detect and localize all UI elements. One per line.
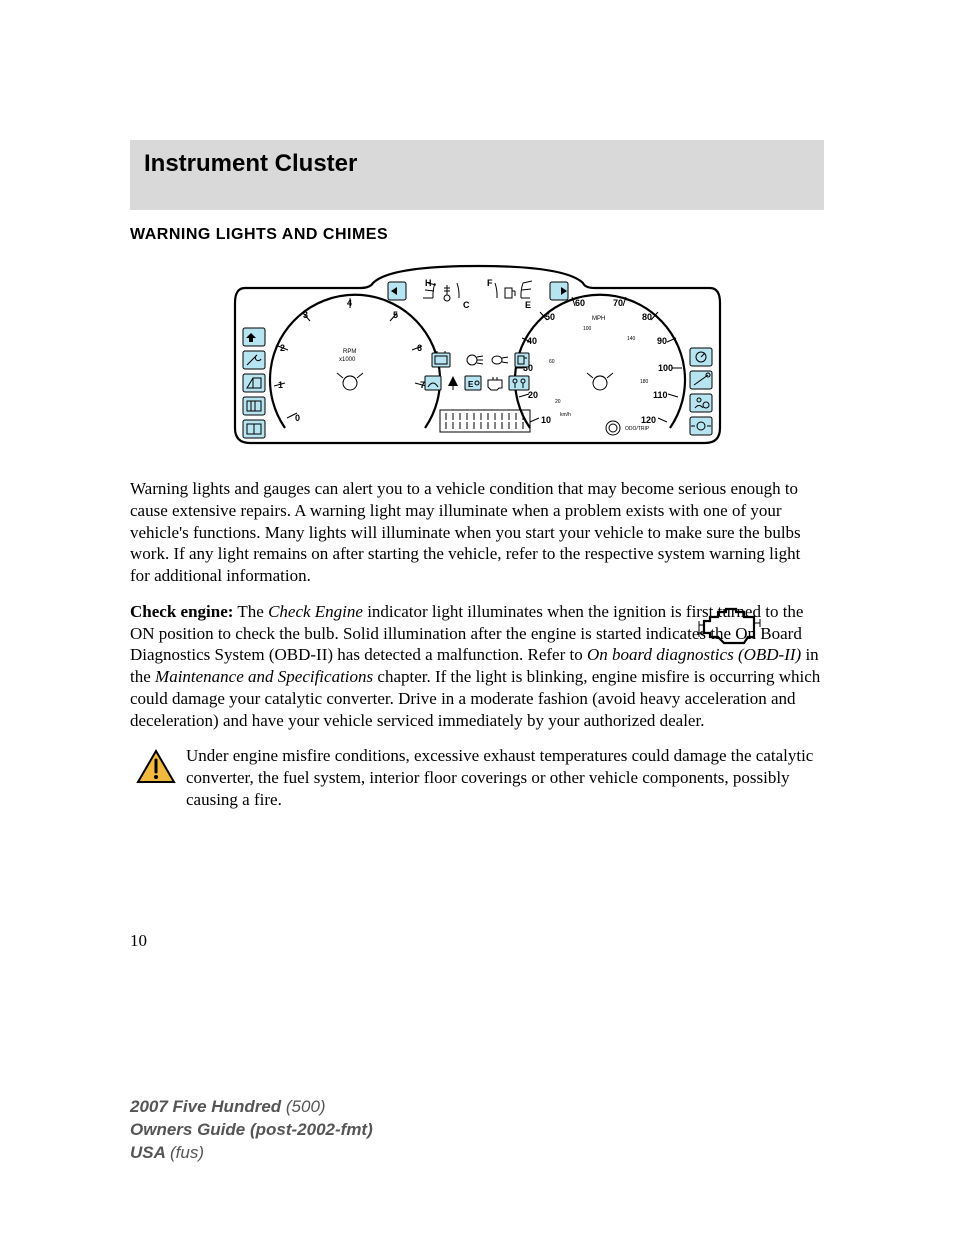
svg-text:20: 20 [555,399,561,405]
door-ajar-icon [243,374,265,392]
highbeam-icon [467,355,483,365]
center-warning-row2: E [425,376,529,390]
center-warning-row1 [432,351,529,367]
passenger-icon [509,376,529,390]
svg-text:140: 140 [627,336,636,342]
engine-small-icon [488,377,502,390]
svg-text:C: C [463,300,470,310]
svg-text:60: 60 [549,359,555,365]
chapter-bar: Instrument Cluster [130,140,824,210]
warning-triangle-icon [136,749,176,791]
svg-text:100: 100 [583,326,592,332]
svg-text:x1000: x1000 [339,357,356,363]
check-engine-label: Check engine: [130,602,233,621]
svg-text:0: 0 [295,413,300,423]
check-engine-icon [694,603,764,656]
page: Instrument Cluster WARNING LIGHTS AND CH… [0,0,954,1235]
svg-text:120: 120 [641,415,656,425]
intro-paragraph: Warning lights and gauges can alert you … [130,478,824,587]
svg-text:E: E [468,380,474,389]
wrench-icon [243,351,265,369]
svg-text:110: 110 [653,390,668,400]
svg-text:ODO/TRIP: ODO/TRIP [625,426,650,432]
warning-callout: Under engine misfire conditions, excessi… [130,745,824,810]
svg-text:E: E [525,300,531,310]
chapter-title: Instrument Cluster [144,150,810,178]
svg-text:km/h: km/h [560,412,571,418]
svg-text:20: 20 [528,390,538,400]
cluster-svg: 0 1 2 3 4 5 6 7 RPM x1000 [225,258,730,458]
footer: 2007 Five Hundred (500) Owners Guide (po… [130,1096,373,1165]
odo-trip-button [606,421,620,435]
check-engine-block: Check engine: The Check Engine indicator… [130,601,824,732]
right-icon-stack [690,348,712,435]
svg-text:90: 90 [657,336,667,346]
safety-icon [243,397,265,415]
svg-text:100: 100 [658,363,673,373]
fuel-icon [515,353,529,367]
section-heading: WARNING LIGHTS AND CHIMES [130,226,824,244]
svg-text:10: 10 [541,415,551,425]
svg-text:80: 80 [642,312,652,322]
instrument-cluster-figure: 0 1 2 3 4 5 6 7 RPM x1000 [130,258,824,458]
svg-text:MPH: MPH [592,316,605,322]
warning-text: Under engine misfire conditions, excessi… [186,746,813,809]
left-icon-stack [243,328,265,438]
tree-icon [448,376,458,390]
svg-text:50: 50 [545,312,555,322]
svg-text:180: 180 [640,379,649,385]
svg-text:70: 70 [613,298,623,308]
fog-icon [492,356,508,364]
svg-text:F: F [487,278,493,288]
svg-text:RPM: RPM [343,349,356,355]
svg-text:60: 60 [575,298,585,308]
page-number: 10 [130,931,824,951]
